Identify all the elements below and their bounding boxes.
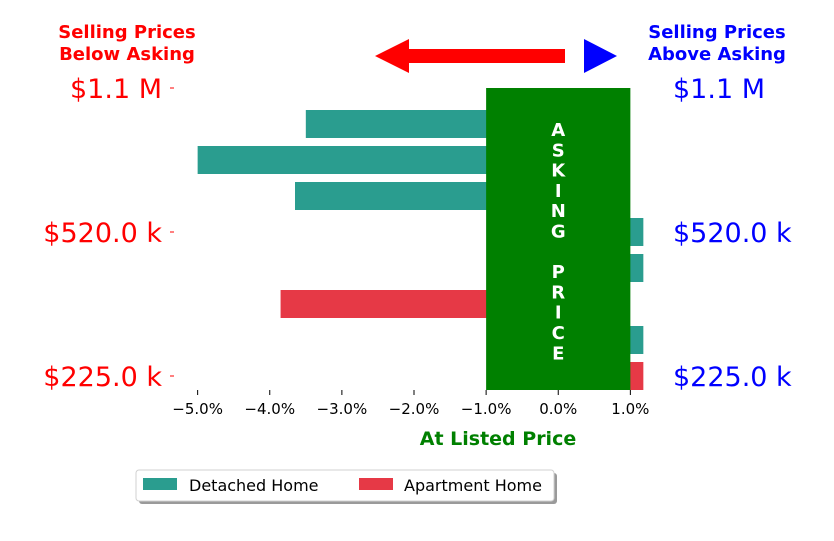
asking-letter-1: S (552, 140, 565, 161)
asking-letter-8: R (551, 282, 565, 303)
right-blue-arrow-icon (584, 39, 617, 73)
right-header-line-1: Selling Prices (648, 22, 785, 43)
asking-letter-2: K (551, 161, 566, 182)
asking-letter-11: E (552, 343, 564, 364)
asking-letter-5: G (551, 222, 566, 243)
legend: Detached Home Apartment Home (135, 469, 557, 504)
x-axis-ticks: −5.0% −4.0% −3.0% −2.0% −1.0% 0.0% 1.0% (172, 390, 649, 418)
legend-label-apartment: Apartment Home (404, 476, 542, 495)
asking-letter-3: I (555, 181, 562, 202)
x-tick-label-4: −1.0% (461, 400, 512, 418)
asking-letter-4: N (551, 201, 566, 222)
left-header-line-1: Selling Prices (58, 22, 195, 43)
x-tick-label-3: −2.0% (389, 400, 440, 418)
left-header-line-2: Below Asking (59, 44, 195, 65)
asking-letter-0: A (551, 120, 565, 141)
legend-label-detached: Detached Home (189, 476, 319, 495)
left-y-tick-label-2: $225.0 k (43, 362, 162, 393)
x-tick-label-6: 1.0% (611, 400, 649, 418)
left-y-tick-label-1: $520.0 k (43, 218, 162, 249)
left-red-arrow-icon (375, 39, 565, 73)
x-tick-label-0: −5.0% (172, 400, 223, 418)
asking-price-block (486, 88, 631, 390)
left-y-tick-label-0: $1.1 M (70, 74, 162, 105)
legend-swatch-apartment (359, 478, 393, 490)
x-tick-label-2: −3.0% (317, 400, 368, 418)
asking-letter-10: C (552, 323, 565, 344)
right-y-tick-label-1: $520.0 k (673, 218, 792, 249)
x-tick-label-1: −4.0% (244, 400, 295, 418)
right-header-line-2: Above Asking (648, 44, 786, 65)
right-y-tick-label-0: $1.1 M (673, 74, 765, 105)
right-y-tick-label-2: $225.0 k (673, 362, 792, 393)
asking-letter-9: I (555, 303, 562, 324)
y-axis-tick-labels: $1.1 M $1.1 M $520.0 k $520.0 k $225.0 k $225… (43, 74, 792, 393)
x-axis-label: At Listed Price (420, 428, 576, 450)
asking-letter-7: P (552, 262, 565, 283)
legend-swatch-detached (143, 478, 177, 490)
x-tick-label-5: 0.0% (539, 400, 577, 418)
